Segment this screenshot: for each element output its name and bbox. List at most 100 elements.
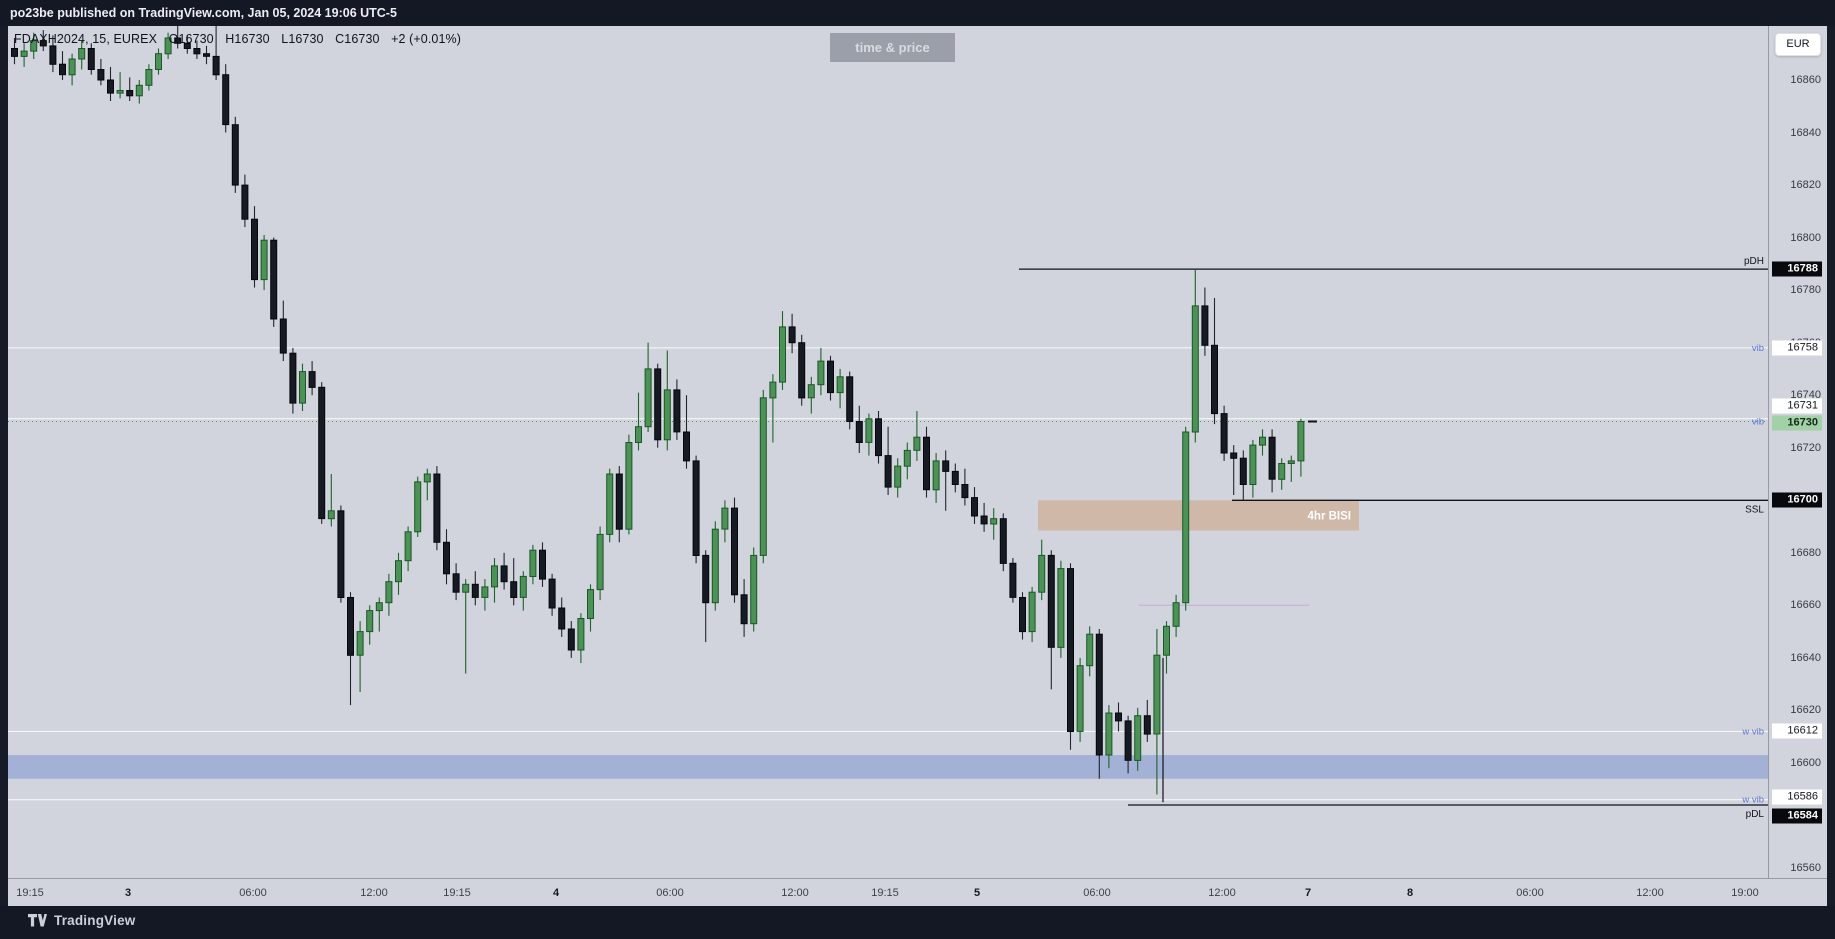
candle-body [750, 554, 758, 625]
candle-body [164, 37, 172, 55]
time-tick: 8 [1406, 886, 1414, 899]
candle-body [1028, 591, 1036, 633]
time-and-price-note[interactable]: time & price [830, 33, 955, 62]
candle-body [1201, 305, 1209, 346]
4hr-bisi[interactable] [1038, 500, 1359, 531]
price-marker-16730: 16730 [1772, 415, 1822, 430]
candle-body [548, 578, 556, 609]
price-tick: 16860 [1790, 74, 1821, 86]
candle-body [251, 218, 258, 281]
candle-body [385, 581, 393, 604]
candle-body [1134, 715, 1142, 761]
publication-text: po23be published on TradingView.com, Jan… [10, 6, 397, 20]
candle-body [1047, 554, 1055, 648]
price-tick: 16620 [1790, 704, 1821, 717]
level-tag-pDH: pDH [1744, 256, 1764, 267]
candlestick-chart[interactable]: 4hr BISI pDH vib vib SSL w vib w vib pDL FDAXH2… [8, 26, 1768, 878]
price-axis[interactable]: EUR 168601684016820168001678016760167401… [1768, 26, 1827, 878]
price-tick: 16800 [1790, 231, 1821, 244]
time-tick: 06:00 [1083, 886, 1111, 899]
candle-body [1249, 444, 1257, 486]
candle-body [587, 589, 594, 619]
candle-body [846, 376, 854, 422]
candle-body [471, 583, 479, 598]
time-tick: 06:00 [239, 886, 267, 899]
price-tick: 16840 [1790, 126, 1821, 139]
candle-body [1095, 633, 1103, 756]
candle-body [894, 465, 902, 488]
price-marker-16612: 16612 [1772, 723, 1822, 739]
candle-body [183, 42, 191, 50]
time-tick: 12:00 [1636, 886, 1664, 899]
candle-body [932, 460, 940, 491]
time-axis[interactable]: 19:15 3 06:00 12:00 19:15 4 06:00 12:00 19:15 5 06… [8, 878, 1827, 906]
time-tick: 19:15 [443, 886, 471, 899]
chart-canvas[interactable]: 4hr BISI pDH vib vib SSL w vib w vib pDL [8, 26, 1768, 878]
price-tick: 16600 [1790, 756, 1821, 769]
ohlc-low: L16730 [281, 32, 324, 46]
candle-body [817, 360, 825, 386]
candle-body [222, 74, 230, 126]
candle-body [596, 533, 604, 591]
candle-body [740, 594, 748, 625]
tradingview-brand[interactable]: TradingView [28, 913, 135, 928]
candle-body [519, 575, 527, 598]
candle-body [1172, 602, 1180, 627]
candle-body [231, 124, 239, 186]
price-marker-16731: 16731 [1772, 398, 1822, 414]
tradingview-brand-name: TradingView [54, 913, 136, 928]
candle-body [884, 455, 892, 488]
publication-bar: po23be published on TradingView.com, Jan… [0, 0, 1835, 26]
candle-body [327, 510, 335, 520]
candle-body [731, 507, 738, 596]
candle-body [270, 239, 278, 320]
candle-body [260, 239, 268, 281]
candle-body [1211, 344, 1218, 415]
candle-body [318, 386, 326, 520]
candle-body [999, 518, 1007, 564]
price-marker-16586: 16586 [1772, 789, 1822, 805]
candle-body [798, 342, 806, 399]
candle-body [567, 628, 575, 651]
price-marker-16584: 16584 [1772, 808, 1822, 824]
candle-body [423, 473, 431, 483]
candle-body [433, 473, 441, 543]
candle-body [1124, 720, 1132, 761]
candle-body [980, 515, 988, 525]
candle-body [30, 40, 38, 52]
candle-body [635, 426, 642, 444]
candle-body [481, 586, 489, 598]
ohlc-change: +2 (+0.01%) [391, 32, 462, 46]
currency-button[interactable]: EUR [1775, 33, 1821, 56]
time-tick: 12:00 [1208, 886, 1236, 899]
candle-body [1287, 460, 1295, 464]
price-tick: 16820 [1790, 179, 1821, 192]
chart-frame: 4hr BISI pDH vib vib SSL w vib w vib pDL FDAXH2… [8, 26, 1827, 906]
candle-body [135, 84, 143, 97]
candle-body [1220, 413, 1228, 454]
candle-body [87, 48, 95, 70]
candle-body [539, 549, 546, 580]
candle-body [1076, 665, 1084, 732]
candle-body [1105, 712, 1113, 756]
candle-body [347, 597, 354, 656]
candle-body [308, 371, 316, 388]
weekly-zone[interactable] [8, 755, 1768, 779]
candle-body [1259, 436, 1266, 446]
time-tick: 06:00 [1516, 886, 1544, 899]
candle-body [212, 55, 220, 76]
candle-body [1163, 625, 1170, 656]
candle-body [375, 602, 383, 612]
candle-body [126, 90, 134, 97]
candle-body [366, 610, 374, 633]
candle-body [673, 389, 681, 433]
candle-body [923, 436, 930, 491]
price-marker-16788: 16788 [1772, 261, 1822, 277]
symbol-title: FDAXH2024, 15, EUREX [14, 32, 158, 46]
candle-body [961, 484, 969, 499]
candle-body [116, 90, 124, 94]
candle-body [903, 449, 911, 467]
candle-body [711, 528, 719, 604]
candle-body [356, 631, 364, 656]
candle-body [1143, 715, 1151, 735]
